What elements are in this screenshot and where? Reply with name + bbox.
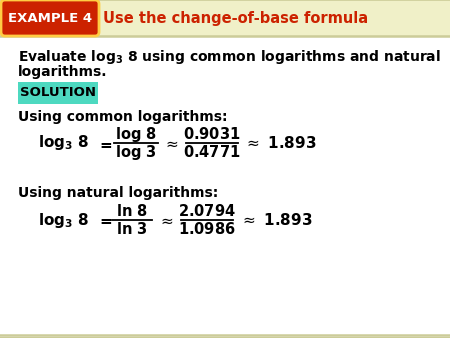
Text: $\approx$: $\approx$ [158, 213, 174, 227]
Text: $\mathbf{0.9031}$: $\mathbf{0.9031}$ [183, 126, 241, 142]
Text: $\approx\ \mathbf{1.893}$: $\approx\ \mathbf{1.893}$ [244, 135, 316, 151]
Text: Using natural logarithms:: Using natural logarithms: [18, 186, 218, 200]
FancyBboxPatch shape [0, 0, 450, 36]
Text: $\mathbf{log_3\ 8}$: $\mathbf{log_3\ 8}$ [38, 134, 89, 152]
Text: $\mathbf{log\ 3}$: $\mathbf{log\ 3}$ [115, 143, 157, 162]
Text: $\mathbf{ln\ 8}$: $\mathbf{ln\ 8}$ [116, 203, 148, 219]
Text: $\mathbf{=}$: $\mathbf{=}$ [97, 136, 113, 150]
Text: $\approx$: $\approx$ [163, 136, 179, 150]
FancyBboxPatch shape [18, 82, 98, 104]
Text: logarithms.: logarithms. [18, 65, 108, 79]
Text: EXAMPLE 4: EXAMPLE 4 [8, 13, 92, 25]
Text: Evaluate $\mathbf{log_3}$ 8 using common logarithms and natural: Evaluate $\mathbf{log_3}$ 8 using common… [18, 48, 441, 66]
Text: $\mathbf{log\ 8}$: $\mathbf{log\ 8}$ [115, 124, 157, 144]
Text: $\mathbf{1.0986}$: $\mathbf{1.0986}$ [178, 221, 236, 237]
Text: $\mathbf{0.4771}$: $\mathbf{0.4771}$ [183, 144, 241, 160]
Text: Using common logarithms:: Using common logarithms: [18, 110, 228, 124]
FancyBboxPatch shape [1, 0, 99, 36]
Text: $\mathbf{log_3\ 8}$: $\mathbf{log_3\ 8}$ [38, 211, 89, 230]
Text: $\mathbf{ln\ 3}$: $\mathbf{ln\ 3}$ [117, 221, 148, 237]
Text: $\mathbf{2.0794}$: $\mathbf{2.0794}$ [178, 203, 236, 219]
Text: $\approx\ \mathbf{1.893}$: $\approx\ \mathbf{1.893}$ [240, 212, 312, 228]
Text: $\mathbf{=}$: $\mathbf{=}$ [97, 213, 113, 227]
Text: Use the change-of-base formula: Use the change-of-base formula [103, 11, 368, 26]
Text: SOLUTION: SOLUTION [20, 87, 96, 99]
FancyBboxPatch shape [0, 36, 450, 338]
